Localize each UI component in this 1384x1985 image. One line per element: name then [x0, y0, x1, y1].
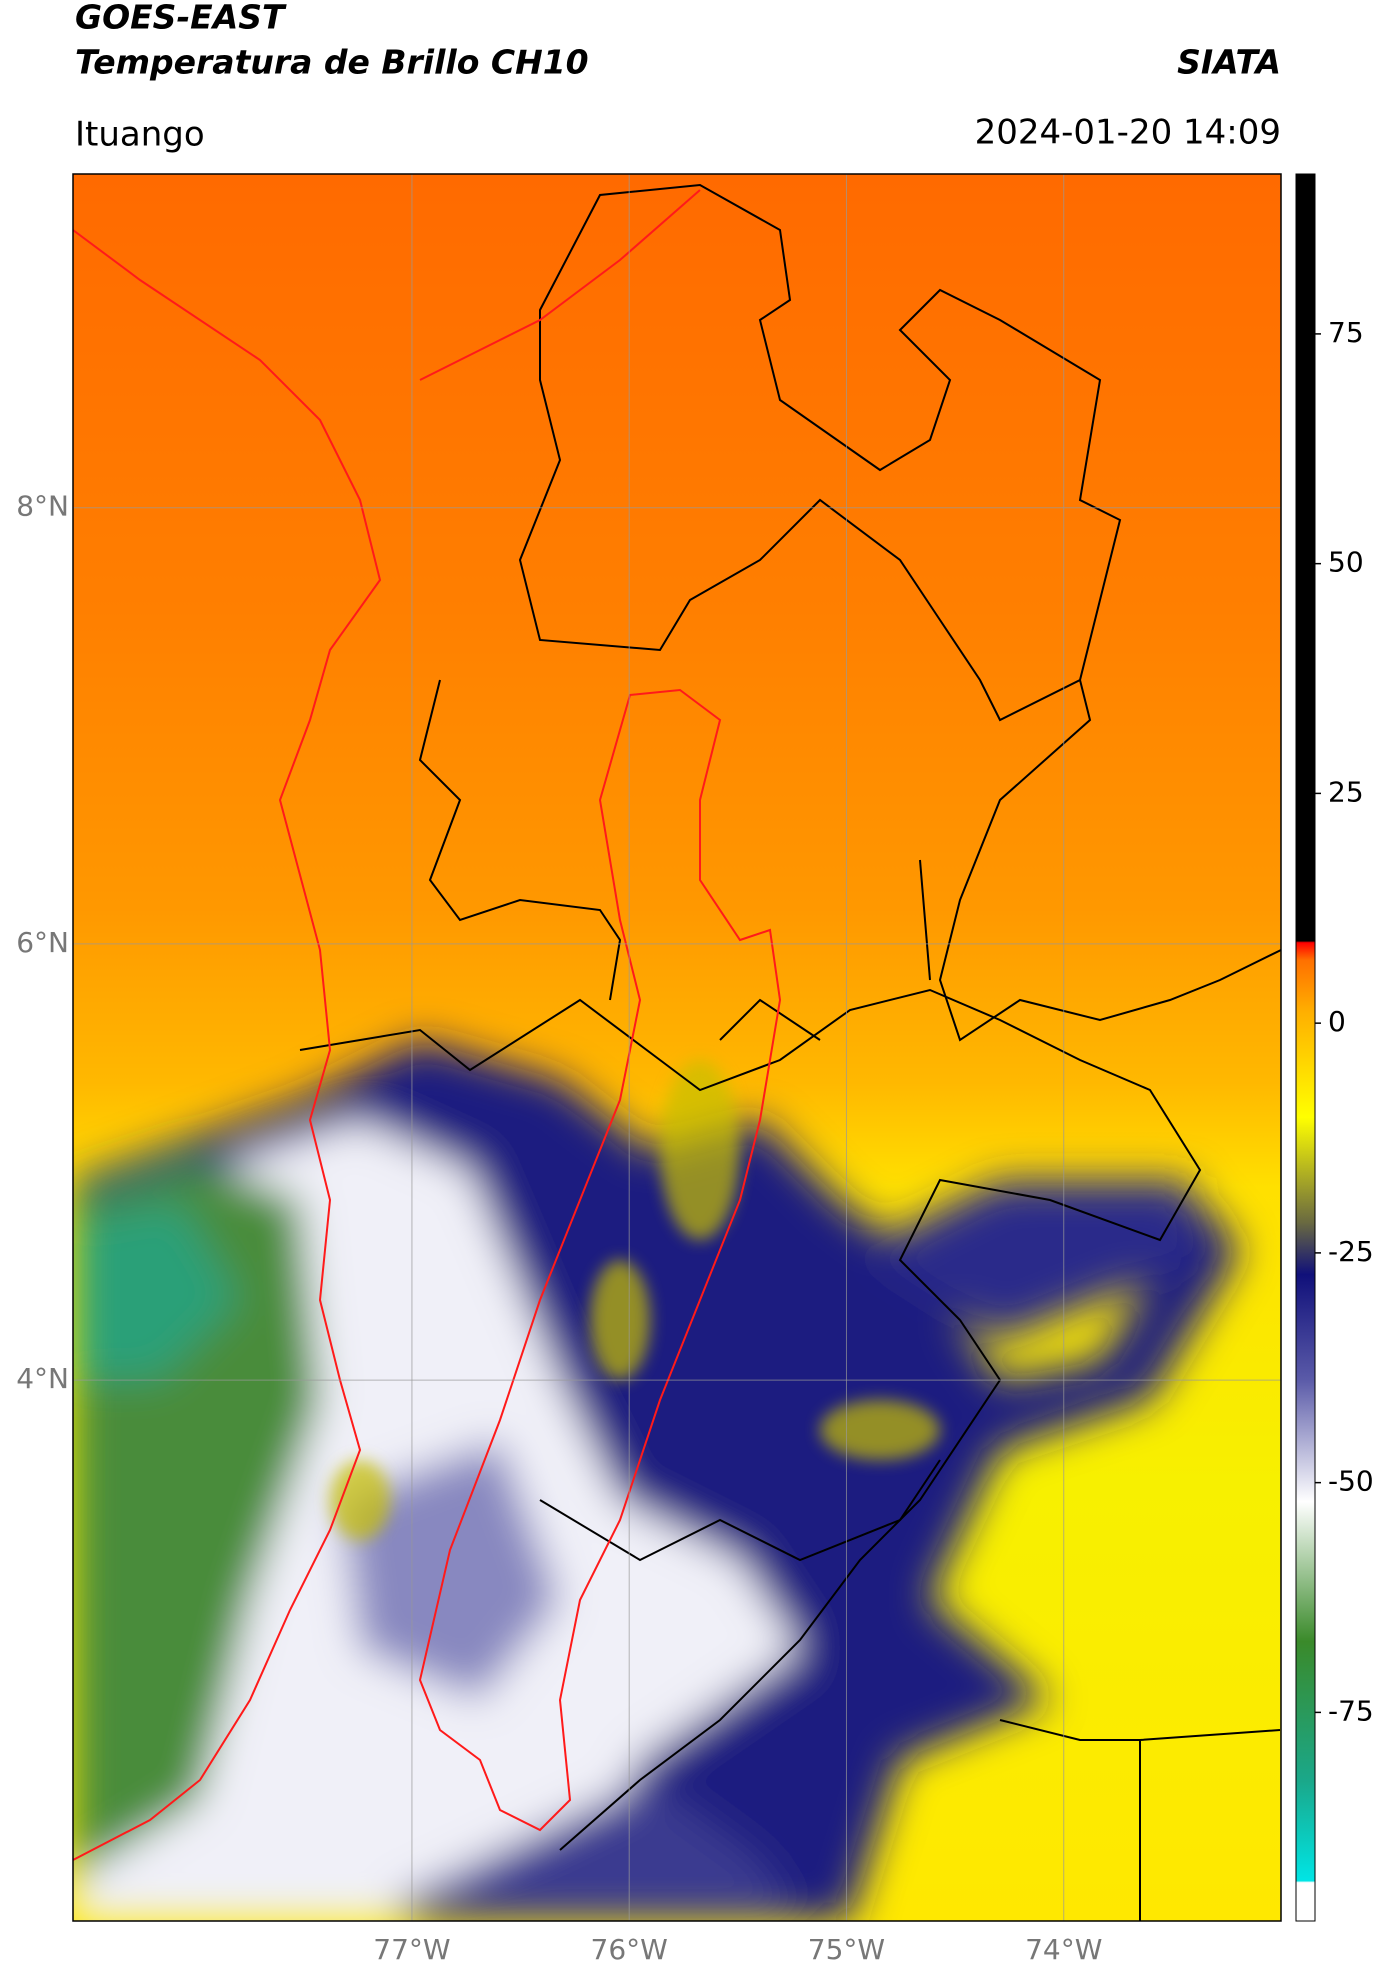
title: GOES-EAST	[75, 0, 287, 37]
map-image	[73, 174, 1281, 1921]
datetime: 2024-01-20 14:09	[975, 113, 1281, 153]
colorbar-tick-label: -25	[1328, 1235, 1374, 1268]
colorbar-tick-label: 50	[1328, 546, 1364, 579]
colorbar-tick-label: 75	[1328, 316, 1364, 349]
colorbar-tick-label: -50	[1328, 1465, 1374, 1498]
colorbar-tick-label: 25	[1328, 775, 1364, 808]
x-tick-label: 75°W	[808, 1933, 885, 1966]
y-tick-label: 4°N	[16, 1362, 69, 1395]
colorbar-tick-label: 0	[1328, 1005, 1346, 1038]
x-tick-label: 74°W	[1025, 1933, 1102, 1966]
colorbar	[1295, 173, 1316, 1922]
x-tick-label: 77°W	[373, 1933, 450, 1966]
y-tick-label: 6°N	[16, 926, 69, 959]
y-tick-label: 8°N	[16, 490, 69, 523]
subtitle: Temperatura de Brillo CH10	[75, 43, 589, 82]
x-tick-label: 76°W	[591, 1933, 668, 1966]
agency: SIATA	[1177, 43, 1281, 82]
region: Ituango	[75, 115, 205, 155]
map-frame	[72, 173, 1282, 1922]
colorbar-tick-label: -75	[1328, 1694, 1374, 1727]
